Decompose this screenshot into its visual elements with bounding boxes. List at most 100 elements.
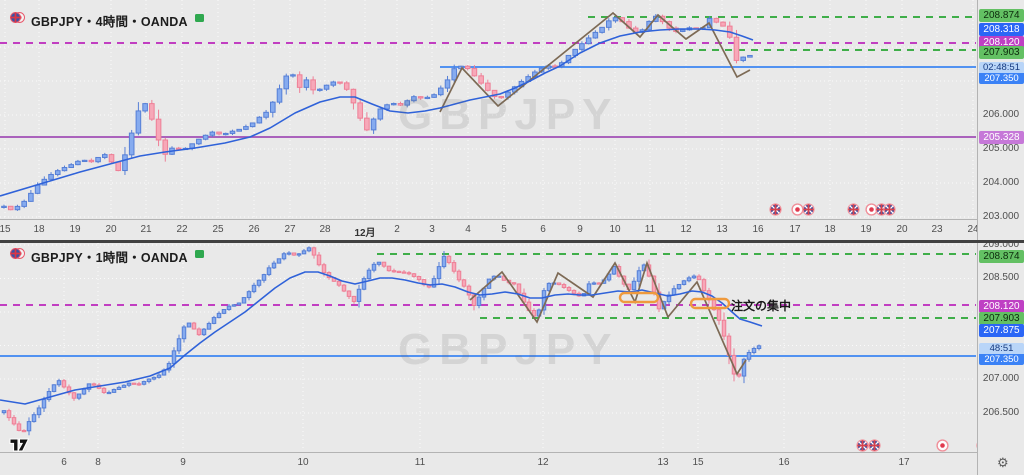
candle-body	[391, 270, 397, 273]
time-label: 20	[105, 224, 117, 235]
candle-body	[211, 317, 217, 324]
candle-body	[21, 429, 27, 433]
candle-body	[441, 255, 447, 268]
candle-body	[290, 74, 296, 77]
candle-body	[141, 381, 147, 385]
candle-body	[1, 410, 7, 414]
candle-body	[116, 386, 122, 390]
candle-body	[206, 322, 212, 330]
tradingview-logo[interactable]	[9, 436, 33, 459]
candle-body	[498, 96, 505, 99]
price-axis[interactable]: 207.000 206.000 205.000 204.000 203.000 208.8…	[977, 0, 1024, 475]
candle-body	[246, 291, 252, 299]
uk-event-flag-icon[interactable]	[882, 202, 896, 216]
moving-average-line[interactable]	[0, 28, 754, 197]
uk-event-flag-icon[interactable]	[867, 438, 881, 452]
candle-body	[464, 65, 471, 70]
chart-pane-4h[interactable]	[0, 0, 977, 219]
uk-event-flag-icon[interactable]	[855, 438, 869, 452]
time-label: 26	[248, 224, 260, 235]
candle-body	[406, 272, 412, 275]
uk-event-flag-icon[interactable]	[768, 202, 782, 216]
candle-body	[461, 279, 467, 287]
candle-body	[516, 283, 522, 294]
time-label: 18	[33, 224, 45, 235]
chart-pane-1h[interactable]	[0, 243, 977, 451]
candle-body	[566, 287, 572, 291]
candle-body	[431, 278, 437, 288]
candle-body	[592, 31, 599, 39]
legend-1h[interactable]: GBPJPY・1時間・OANDA	[10, 246, 205, 266]
candle-body	[733, 36, 740, 61]
candle-body	[155, 118, 162, 141]
candle-body	[476, 296, 482, 306]
candle-body	[48, 173, 54, 180]
candle-body	[364, 117, 370, 131]
candle-body	[343, 82, 350, 90]
candle-body	[361, 278, 367, 290]
uk-event-flag-icon[interactable]	[801, 202, 815, 216]
japan-event-flag-icon[interactable]	[935, 438, 949, 452]
time-label: 17	[789, 224, 801, 235]
time-label: 28	[319, 224, 331, 235]
candle-body	[286, 252, 292, 255]
candle-body	[68, 164, 75, 168]
panel-separator[interactable]	[0, 240, 1024, 243]
moving-average-line[interactable]	[0, 271, 763, 405]
price-label: 203.000	[982, 211, 1020, 222]
candle-body	[146, 378, 152, 383]
candle-body	[21, 200, 27, 207]
candle-body	[108, 154, 115, 163]
candle-body	[756, 345, 762, 349]
uk-event-flag-icon[interactable]	[846, 202, 860, 216]
time-label: 23	[931, 224, 943, 235]
candle-body	[351, 295, 357, 302]
time-axis-4h[interactable]: 15 18 19 20 21 22 25 26 27 28 12月 2 3 4 5 6 9 10 11 12 13 16 1…	[0, 219, 979, 242]
time-label: 8	[95, 457, 101, 468]
candle-body	[424, 96, 431, 100]
candle-body	[171, 350, 177, 364]
time-label: 15	[692, 457, 704, 468]
candle-body	[306, 247, 312, 252]
time-label: 16	[752, 224, 764, 235]
price-label: 206.500	[982, 407, 1020, 418]
zigzag-line[interactable]	[469, 260, 747, 376]
candle-body	[115, 161, 122, 172]
candle-body	[46, 390, 52, 401]
candle-body	[126, 382, 132, 386]
market-open-flag-icon	[194, 247, 205, 265]
time-axis-1h[interactable]: 6 8 9 10 11 12 13 15 16 17	[0, 452, 977, 475]
time-label: 6	[540, 224, 546, 235]
candle-body	[136, 383, 142, 386]
candle-body	[323, 84, 330, 90]
legend-4h[interactable]: GBPJPY・4時間・OANDA	[10, 10, 205, 30]
time-label: 5	[501, 224, 507, 235]
time-label: 10	[297, 457, 309, 468]
candle-body	[390, 103, 397, 106]
candle-body	[585, 37, 592, 45]
candle-body	[76, 393, 82, 399]
orders-cluster-annotation[interactable]: 注文の集中	[731, 299, 792, 313]
time-label: 15	[0, 224, 11, 235]
candle-body	[251, 284, 257, 293]
time-label: 19	[69, 224, 81, 235]
candle-body	[411, 96, 417, 102]
candle-body	[751, 347, 757, 354]
candle-body	[471, 294, 477, 306]
axis-settings-gear-icon[interactable]: ⚙	[997, 455, 1009, 470]
order-cluster-pill[interactable]	[689, 297, 731, 310]
candle-body	[720, 21, 726, 27]
candle-body	[266, 267, 272, 276]
last-price-badge: 48:51 207.350	[979, 343, 1024, 365]
candle-body	[61, 166, 68, 172]
candle-body	[451, 68, 458, 81]
candle-body	[222, 132, 229, 136]
candle-body	[721, 319, 727, 337]
time-label: 25	[212, 224, 224, 235]
order-cluster-pill[interactable]	[618, 291, 660, 304]
price-label: 207.000	[982, 373, 1020, 384]
zigzag-line[interactable]	[439, 11, 751, 113]
candle-body	[321, 264, 327, 274]
time-label: 12	[537, 457, 549, 468]
price-label: 206.000	[982, 109, 1020, 120]
